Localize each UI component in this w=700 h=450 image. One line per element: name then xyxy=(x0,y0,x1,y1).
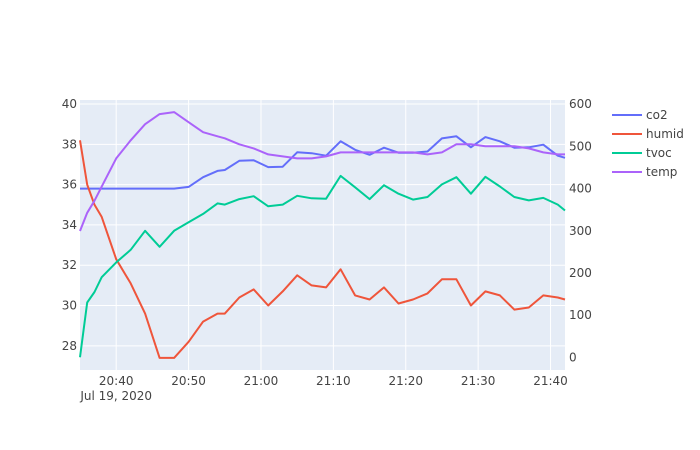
series-line-humid xyxy=(79,140,566,359)
series-lines xyxy=(79,111,566,359)
legend-label: co2 xyxy=(646,108,668,122)
series-line-co2 xyxy=(80,135,566,190)
y-left-tick-label: 34 xyxy=(62,218,77,232)
y-left-tick-labels: 28 30 32 34 36 38 40 xyxy=(62,97,77,353)
x-tick-label: 21:20 xyxy=(388,374,423,388)
legend-item-temp[interactable]: temp xyxy=(612,165,677,179)
series-line-tvoc xyxy=(79,174,566,358)
y-left-tick-label: 38 xyxy=(62,137,77,151)
y-right-tick-label: 300 xyxy=(569,224,592,238)
legend-item-co2[interactable]: co2 xyxy=(612,108,668,122)
x-tick-label: 20:40 xyxy=(99,374,134,388)
y-left-tick-label: 36 xyxy=(62,178,77,192)
legend-label: humid xyxy=(646,127,684,141)
legend[interactable]: co2 humid tvoc temp xyxy=(612,108,684,179)
y-right-tick-labels: 0 100 200 300 400 500 600 xyxy=(569,97,592,364)
x-tick-label: 20:50 xyxy=(171,374,206,388)
y-right-tick-label: 200 xyxy=(569,266,592,280)
y-right-tick-label: 0 xyxy=(569,350,577,364)
x-tick-date-label: Jul 19, 2020 xyxy=(79,389,152,403)
plot-area xyxy=(80,100,565,370)
legend-item-humid[interactable]: humid xyxy=(612,127,684,141)
y-right-tick-label: 500 xyxy=(569,139,592,153)
legend-item-tvoc[interactable]: tvoc xyxy=(612,146,672,160)
legend-label: temp xyxy=(646,165,677,179)
y-right-tick-label: 400 xyxy=(569,182,592,196)
y-left-tick-label: 28 xyxy=(62,339,77,353)
x-tick-label: 21:00 xyxy=(244,374,279,388)
y-left-tick-label: 40 xyxy=(62,97,77,111)
x-tick-label: 21:40 xyxy=(533,374,568,388)
y-left-tick-label: 30 xyxy=(62,299,77,313)
x-tick-label: 21:30 xyxy=(461,374,496,388)
y-left-tick-label: 32 xyxy=(62,258,77,272)
y-gridlines xyxy=(80,103,565,347)
y-right-tick-label: 600 xyxy=(569,97,592,111)
legend-label: tvoc xyxy=(646,146,672,160)
y-right-tick-label: 100 xyxy=(569,308,592,322)
x-tick-label: 21:10 xyxy=(316,374,351,388)
series-line-temp xyxy=(79,111,565,232)
